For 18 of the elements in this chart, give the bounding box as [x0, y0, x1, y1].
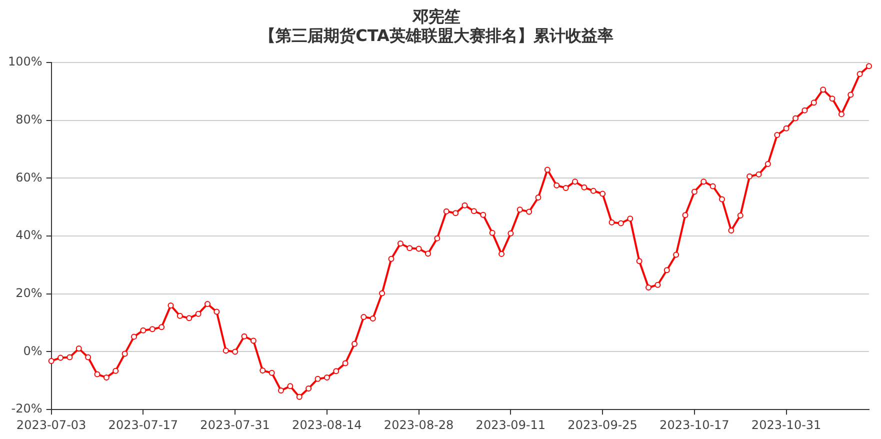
chart-subtitle: 【第三届期货CTA英雄联盟大赛排名】累计收益率	[260, 26, 614, 45]
y-tick-label: 0%	[23, 344, 42, 358]
chart-title: 邓宪笙	[412, 6, 460, 26]
y-tick-label: 20%	[16, 286, 42, 300]
x-tick-label: 2023-10-31	[751, 418, 822, 432]
x-tick-label: 2023-08-14	[292, 418, 362, 432]
x-tick-label: 2023-09-11	[476, 418, 546, 432]
y-tick-label: 80%	[16, 112, 42, 126]
x-tick-label: 2023-07-31	[200, 418, 270, 432]
x-tick-label: 2023-08-28	[384, 418, 454, 432]
x-tick-label: 2023-09-25	[568, 418, 638, 432]
x-tick-label: 2023-07-17	[108, 418, 178, 432]
x-tick-label: 2023-07-03	[16, 418, 86, 432]
x-tick-label: 2023-10-17	[660, 418, 730, 432]
y-tick-label: 100%	[8, 54, 42, 69]
y-tick-label: 60%	[16, 170, 42, 184]
y-tick-label: 40%	[16, 228, 42, 242]
y-tick-label: -20%	[11, 402, 42, 416]
